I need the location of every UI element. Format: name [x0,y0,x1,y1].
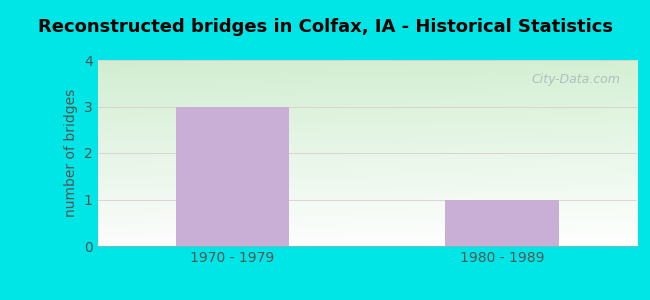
Bar [176,106,289,246]
Text: Reconstructed bridges in Colfax, IA - Historical Statistics: Reconstructed bridges in Colfax, IA - Hi… [38,18,612,36]
Text: City-Data.com: City-Data.com [532,73,621,86]
Bar [445,200,559,246]
Y-axis label: number of bridges: number of bridges [64,89,78,217]
